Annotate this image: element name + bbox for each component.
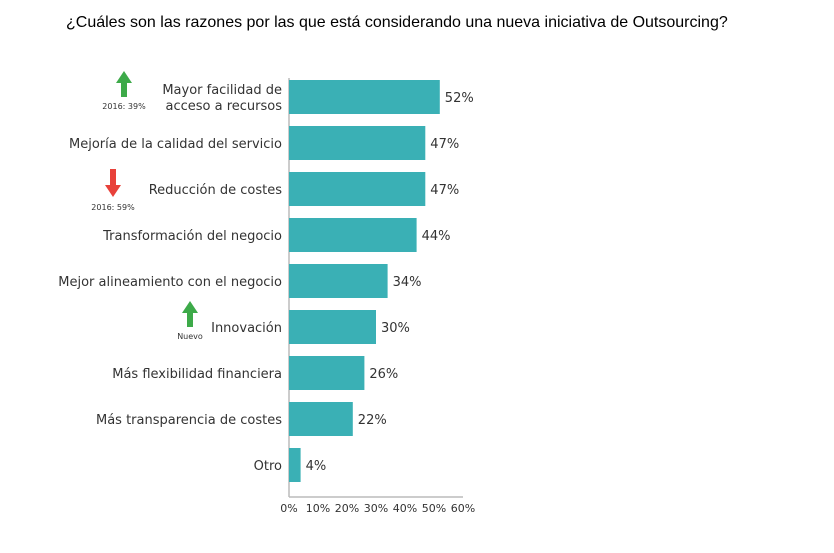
arrow-up-icon — [182, 301, 198, 327]
bar-value-label: 22% — [358, 413, 387, 428]
arrow-down-icon — [105, 169, 121, 197]
category-label: Mejor alineamiento con el negocio — [58, 275, 282, 290]
category-label: Más flexibilidad financiera — [112, 367, 282, 382]
bar-value-label: 47% — [430, 183, 459, 198]
category-label: Mayor facilidad de — [162, 83, 282, 98]
bar — [289, 448, 301, 482]
x-tick-label: 0% — [280, 502, 297, 515]
bar-value-label: 26% — [369, 367, 398, 382]
annotation-label: Nuevo — [177, 332, 203, 341]
bar — [289, 218, 417, 252]
x-tick-label: 20% — [335, 502, 359, 515]
bar — [289, 402, 353, 436]
category-label: Otro — [254, 459, 282, 474]
x-tick-label: 40% — [393, 502, 417, 515]
bar — [289, 80, 440, 114]
bar — [289, 172, 426, 206]
x-tick-label: 10% — [306, 502, 330, 515]
bar — [289, 264, 388, 298]
annotation-label: 2016: 59% — [91, 203, 135, 212]
x-tick-label: 50% — [422, 502, 446, 515]
annotation-label: 2016: 39% — [102, 102, 146, 111]
bar-value-label: 30% — [381, 321, 410, 336]
bar — [289, 126, 426, 160]
bar-value-label: 34% — [393, 275, 422, 290]
bar-value-label: 44% — [422, 229, 451, 244]
bar — [289, 356, 365, 390]
category-label: acceso a recursos — [165, 99, 282, 114]
category-label: Más transparencia de costes — [96, 413, 282, 428]
x-tick-label: 30% — [364, 502, 388, 515]
category-label: Transformación del negocio — [102, 229, 282, 244]
chart-title: ¿Cuáles son las razones por las que está… — [66, 14, 728, 31]
x-tick-label: 60% — [451, 502, 475, 515]
arrow-up-icon — [116, 71, 132, 97]
category-label: Mejoría de la calidad del servicio — [69, 137, 282, 152]
bar-value-label: 52% — [445, 91, 474, 106]
bar-value-label: 4% — [306, 459, 327, 474]
category-label: Reducción de costes — [149, 183, 283, 198]
bar — [289, 310, 376, 344]
category-label: Innovación — [211, 321, 282, 336]
bar-value-label: 47% — [430, 137, 459, 152]
